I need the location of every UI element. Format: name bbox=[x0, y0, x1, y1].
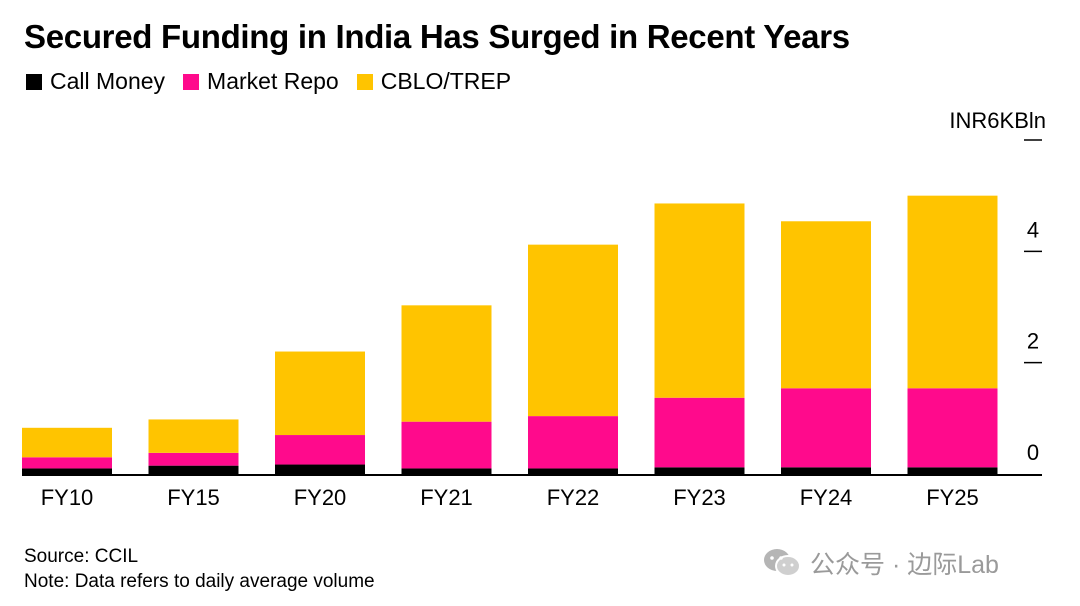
bar-fy10-call-money bbox=[22, 468, 112, 474]
bar-fy15-cblo-trep bbox=[148, 419, 239, 453]
bar-fy24-cblo-trep bbox=[781, 221, 871, 389]
bar-fy23-cblo-trep bbox=[654, 203, 745, 398]
y-tick-label: 0 bbox=[1027, 440, 1039, 465]
legend-label-cblo-trep: CBLO/TREP bbox=[380, 68, 512, 94]
legend-label-market-repo: Market Repo bbox=[207, 68, 339, 94]
chart-title: Secured Funding in India Has Surged in R… bbox=[24, 18, 850, 55]
bar-fy20-call-money bbox=[275, 464, 365, 474]
legend-item-market-repo: Market Repo bbox=[183, 68, 339, 95]
bar-fy21-market-repo bbox=[401, 421, 492, 469]
legend-swatch-cblo-trep bbox=[356, 73, 373, 90]
bar-fy10-market-repo bbox=[22, 457, 112, 469]
legend-swatch-call-money bbox=[26, 73, 42, 90]
bar-fy22-market-repo bbox=[528, 416, 618, 469]
bar-fy20-cblo-trep bbox=[275, 351, 365, 436]
bar-fy21-call-money bbox=[401, 468, 492, 474]
source-text: Source: CCIL bbox=[24, 546, 139, 567]
x-tick-label: FY20 bbox=[294, 485, 347, 510]
bar-fy25-cblo-trep bbox=[907, 195, 998, 389]
bar-fy20-market-repo bbox=[275, 435, 365, 465]
bar-fy23-market-repo bbox=[654, 397, 745, 468]
bar-fy15-market-repo bbox=[148, 452, 239, 466]
legend-label-call-money: Call Money bbox=[50, 68, 166, 94]
bar-fy22-cblo-trep bbox=[528, 244, 618, 417]
bar-fy15-call-money bbox=[148, 465, 239, 474]
bar-fy25-call-money bbox=[907, 467, 998, 474]
x-tick-label: FY21 bbox=[420, 485, 473, 510]
y-unit-label: INR6KBln bbox=[949, 108, 1046, 133]
x-tick-label: FY22 bbox=[547, 485, 600, 510]
legend-swatch-market-repo bbox=[183, 73, 200, 90]
x-tick-label: FY25 bbox=[926, 485, 979, 510]
bar-fy25-market-repo bbox=[907, 388, 998, 468]
y-tick-label: 2 bbox=[1027, 329, 1039, 354]
footer: Source: CCIL Note: Data refers to daily … bbox=[24, 544, 375, 594]
wechat-icon bbox=[764, 549, 801, 577]
x-tick-label: FY24 bbox=[800, 485, 853, 510]
bar-fy21-cblo-trep bbox=[401, 305, 492, 422]
legend-item-call-money: Call Money bbox=[26, 68, 165, 95]
legend: Call Money Market Repo CBLO/TREP bbox=[26, 68, 529, 95]
bar-fy24-call-money bbox=[781, 467, 871, 474]
y-tick-label: 4 bbox=[1027, 217, 1039, 242]
bar-fy22-call-money bbox=[528, 468, 618, 474]
watermark-text: 公众号 · 边际Lab bbox=[810, 551, 999, 579]
note-text: Note: Data refers to daily average volum… bbox=[24, 571, 375, 592]
bar-fy23-call-money bbox=[654, 467, 745, 474]
legend-item-cblo-trep: CBLO/TREP bbox=[356, 68, 512, 95]
bar-fy10-cblo-trep bbox=[22, 427, 112, 458]
x-tick-label: FY15 bbox=[167, 485, 220, 510]
x-tick-label: FY10 bbox=[41, 485, 94, 510]
x-tick-label: FY23 bbox=[673, 485, 726, 510]
bar-fy24-market-repo bbox=[781, 388, 871, 468]
watermark: 公众号 · 边际Lab bbox=[762, 545, 999, 581]
